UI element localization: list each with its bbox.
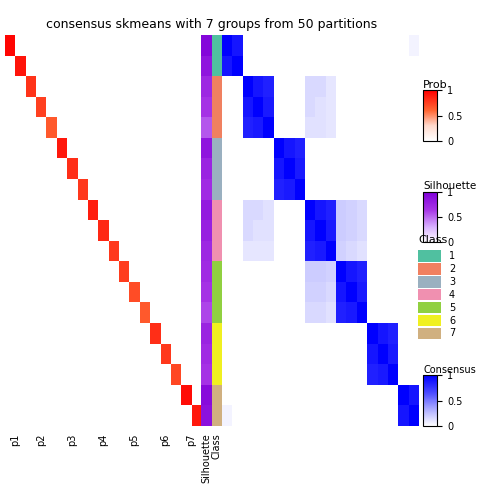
FancyBboxPatch shape <box>418 276 441 287</box>
Text: 2: 2 <box>449 264 455 274</box>
FancyBboxPatch shape <box>418 250 441 262</box>
Text: 4: 4 <box>449 290 455 299</box>
FancyBboxPatch shape <box>418 289 441 300</box>
Text: Class: Class <box>418 235 448 245</box>
Text: Consensus: Consensus <box>423 365 476 374</box>
FancyBboxPatch shape <box>418 302 441 313</box>
FancyBboxPatch shape <box>418 263 441 275</box>
FancyBboxPatch shape <box>418 328 441 339</box>
FancyBboxPatch shape <box>418 314 441 327</box>
Text: Silhouette: Silhouette <box>423 181 477 191</box>
Text: 6: 6 <box>449 316 455 326</box>
Text: 3: 3 <box>449 277 455 287</box>
Text: consensus skmeans with 7 groups from 50 partitions: consensus skmeans with 7 groups from 50 … <box>46 18 377 31</box>
Text: Prob: Prob <box>423 80 448 90</box>
Text: 5: 5 <box>449 302 455 312</box>
Text: 7: 7 <box>449 329 455 339</box>
Text: 1: 1 <box>449 250 455 261</box>
